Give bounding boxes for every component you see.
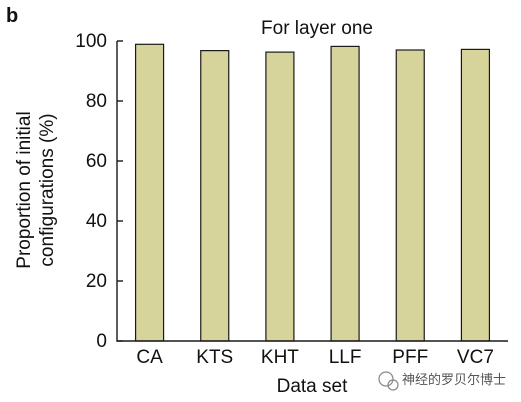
y-axis-label-line1: Proportion of initial bbox=[14, 111, 35, 268]
watermark: 神经的罗贝尔博士 bbox=[378, 371, 506, 391]
y-axis-label-line2: configurations (%) bbox=[37, 113, 58, 266]
x-axis-label: Data set bbox=[277, 376, 348, 397]
y-tick-label-40: 40 bbox=[86, 211, 107, 232]
bar-kts bbox=[200, 49, 230, 342]
x-tick-label-kts: KTS bbox=[196, 347, 233, 368]
x-tick-label-ca: CA bbox=[136, 347, 163, 368]
y-tick-label-100: 100 bbox=[75, 31, 107, 52]
x-axis-ticks: CA KTS KHT LLF PFF VC7 bbox=[136, 347, 494, 368]
x-tick-label-llf: LLF bbox=[329, 347, 362, 368]
panel-label: b bbox=[6, 5, 18, 27]
bar-vc7 bbox=[460, 48, 491, 342]
plot-area: 0 20 40 60 80 100 CA KTS KHT LLF PFF VC7 bbox=[75, 31, 508, 368]
bar-ca bbox=[134, 43, 165, 342]
y-tick-label-80: 80 bbox=[86, 91, 107, 112]
plot-frame bbox=[116, 41, 508, 342]
y-tick-label-0: 0 bbox=[96, 331, 107, 352]
bar-llf bbox=[330, 45, 360, 342]
bar-kht bbox=[265, 51, 295, 342]
y-axis-ticks: 0 20 40 60 80 100 bbox=[75, 31, 123, 352]
chart-title: For layer one bbox=[261, 18, 373, 39]
y-tick-label-20: 20 bbox=[86, 271, 107, 292]
x-tick-label-vc7: VC7 bbox=[457, 347, 494, 368]
wechat-icon bbox=[378, 371, 399, 391]
bars-group bbox=[134, 43, 491, 342]
x-tick-label-kht: KHT bbox=[261, 347, 299, 368]
y-axis-label: Proportion of initial configurations (%) bbox=[14, 111, 58, 268]
y-tick-label-60: 60 bbox=[86, 151, 107, 172]
x-tick-label-pff: PFF bbox=[392, 347, 428, 368]
watermark-text: 神经的罗贝尔博士 bbox=[402, 372, 506, 387]
bar-pff bbox=[395, 49, 425, 342]
